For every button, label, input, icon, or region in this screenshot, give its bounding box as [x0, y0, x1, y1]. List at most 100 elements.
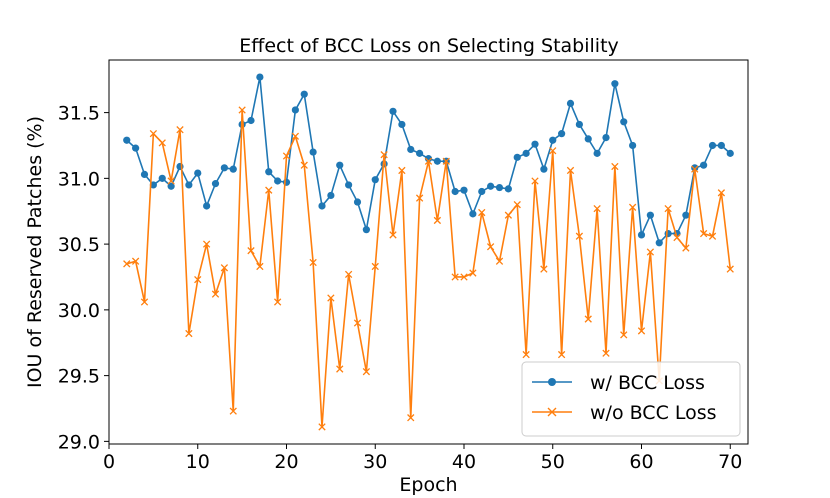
data-point-wo-bcc: [611, 162, 619, 171]
data-point-w-bcc: [549, 136, 557, 144]
y-axis-label: IOU of Reserved Patches (%): [24, 116, 46, 388]
data-point-wo-bcc: [584, 315, 592, 323]
data-point-wo-bcc: [699, 229, 708, 238]
data-point-w-bcc: [495, 183, 504, 192]
data-point-w-bcc: [416, 149, 424, 157]
data-point-wo-bcc: [478, 208, 486, 217]
data-point-w-bcc: [513, 153, 521, 161]
data-point-wo-bcc: [549, 147, 557, 155]
data-point-wo-bcc: [282, 152, 291, 160]
data-point-wo-bcc: [309, 258, 317, 267]
y-tick-label: 31.5: [58, 103, 100, 125]
legend-marker-wo-bcc: [547, 407, 557, 417]
data-point-w-bcc: [646, 211, 654, 219]
data-point-w-bcc: [602, 133, 610, 142]
data-point-w-bcc: [717, 141, 725, 150]
x-tick-label: 60: [629, 451, 653, 473]
data-point-wo-bcc: [726, 265, 734, 273]
data-point-wo-bcc: [353, 319, 362, 327]
x-tick-label: 0: [103, 451, 115, 473]
data-point-w-bcc: [167, 182, 175, 190]
data-point-wo-bcc: [176, 126, 184, 134]
data-point-w-bcc: [362, 226, 370, 234]
data-point-wo-bcc: [362, 368, 371, 376]
data-point-wo-bcc: [194, 275, 202, 284]
data-point-wo-bcc: [220, 264, 229, 272]
data-point-w-bcc: [726, 149, 734, 157]
legend-label-wo-bcc: w/o BCC Loss: [590, 402, 717, 424]
data-point-w-bcc: [327, 191, 335, 200]
data-point-wo-bcc: [415, 194, 424, 202]
data-point-wo-bcc: [451, 273, 459, 281]
data-point-wo-bcc: [646, 248, 655, 256]
data-point-wo-bcc: [637, 327, 646, 335]
data-point-w-bcc: [265, 168, 273, 176]
data-point-wo-bcc: [273, 298, 282, 306]
data-point-wo-bcc: [540, 265, 548, 273]
data-point-w-bcc: [132, 144, 140, 152]
data-point-wo-bcc: [522, 350, 530, 359]
x-tick-label: 70: [718, 451, 742, 473]
x-axis-label: Epoch: [399, 474, 457, 496]
data-point-w-bcc: [611, 80, 619, 88]
data-point-w-bcc: [655, 239, 663, 247]
data-point-wo-bcc: [708, 232, 717, 240]
y-tick-label: 29.0: [58, 431, 100, 453]
data-point-wo-bcc: [327, 294, 335, 302]
data-point-w-bcc: [318, 202, 326, 210]
data-point-w-bcc: [575, 120, 583, 129]
data-point-w-bcc: [407, 145, 415, 154]
data-point-w-bcc: [336, 161, 344, 169]
x-tick-label: 10: [186, 451, 210, 473]
data-point-w-bcc: [123, 136, 131, 144]
data-point-w-bcc: [398, 120, 406, 129]
data-point-wo-bcc: [531, 177, 539, 185]
data-point-w-bcc: [558, 130, 566, 138]
data-point-w-bcc: [149, 181, 157, 189]
data-point-wo-bcc: [407, 414, 415, 422]
data-point-wo-bcc: [682, 244, 690, 252]
legend: w/ BCC Loss w/o BCC Loss: [521, 361, 741, 437]
data-point-w-bcc: [140, 170, 149, 179]
data-point-w-bcc: [620, 118, 628, 126]
data-point-w-bcc: [309, 148, 317, 156]
data-point-wo-bcc: [469, 269, 477, 277]
data-point-w-bcc: [629, 141, 637, 150]
data-point-w-bcc: [176, 162, 184, 171]
data-point-w-bcc: [345, 181, 353, 189]
data-point-w-bcc: [504, 185, 512, 193]
data-point-wo-bcc: [620, 331, 628, 339]
x-tick-label: 20: [274, 451, 298, 473]
data-point-w-bcc: [593, 149, 601, 157]
data-point-w-bcc: [371, 176, 379, 184]
data-point-wo-bcc: [673, 233, 681, 242]
data-point-w-bcc: [211, 180, 220, 188]
data-point-w-bcc: [389, 107, 397, 115]
data-point-w-bcc: [637, 231, 646, 239]
data-point-w-bcc: [478, 187, 486, 196]
data-point-wo-bcc: [717, 189, 726, 197]
y-tick-label: 29.5: [58, 366, 100, 388]
data-point-w-bcc: [460, 186, 468, 194]
data-point-wo-bcc: [495, 257, 504, 265]
data-point-w-bcc: [300, 90, 308, 98]
data-point-w-bcc: [700, 161, 708, 169]
data-point-w-bcc: [682, 211, 690, 219]
data-point-wo-bcc: [602, 349, 610, 357]
data-point-w-bcc: [451, 187, 459, 196]
legend-label-w-bcc: w/ BCC Loss: [590, 372, 705, 394]
data-point-w-bcc: [691, 164, 699, 172]
data-point-wo-bcc: [211, 290, 220, 298]
data-point-wo-bcc: [433, 216, 442, 225]
data-point-wo-bcc: [167, 177, 175, 185]
data-point-wo-bcc: [185, 329, 193, 338]
data-point-w-bcc: [291, 106, 299, 114]
data-point-wo-bcc: [557, 350, 566, 359]
data-point-wo-bcc: [628, 203, 637, 211]
data-point-w-bcc: [256, 73, 264, 81]
data-point-wo-bcc: [460, 273, 468, 281]
data-point-w-bcc: [664, 229, 672, 238]
data-point-wo-bcc: [344, 270, 353, 279]
data-point-wo-bcc: [380, 151, 388, 159]
